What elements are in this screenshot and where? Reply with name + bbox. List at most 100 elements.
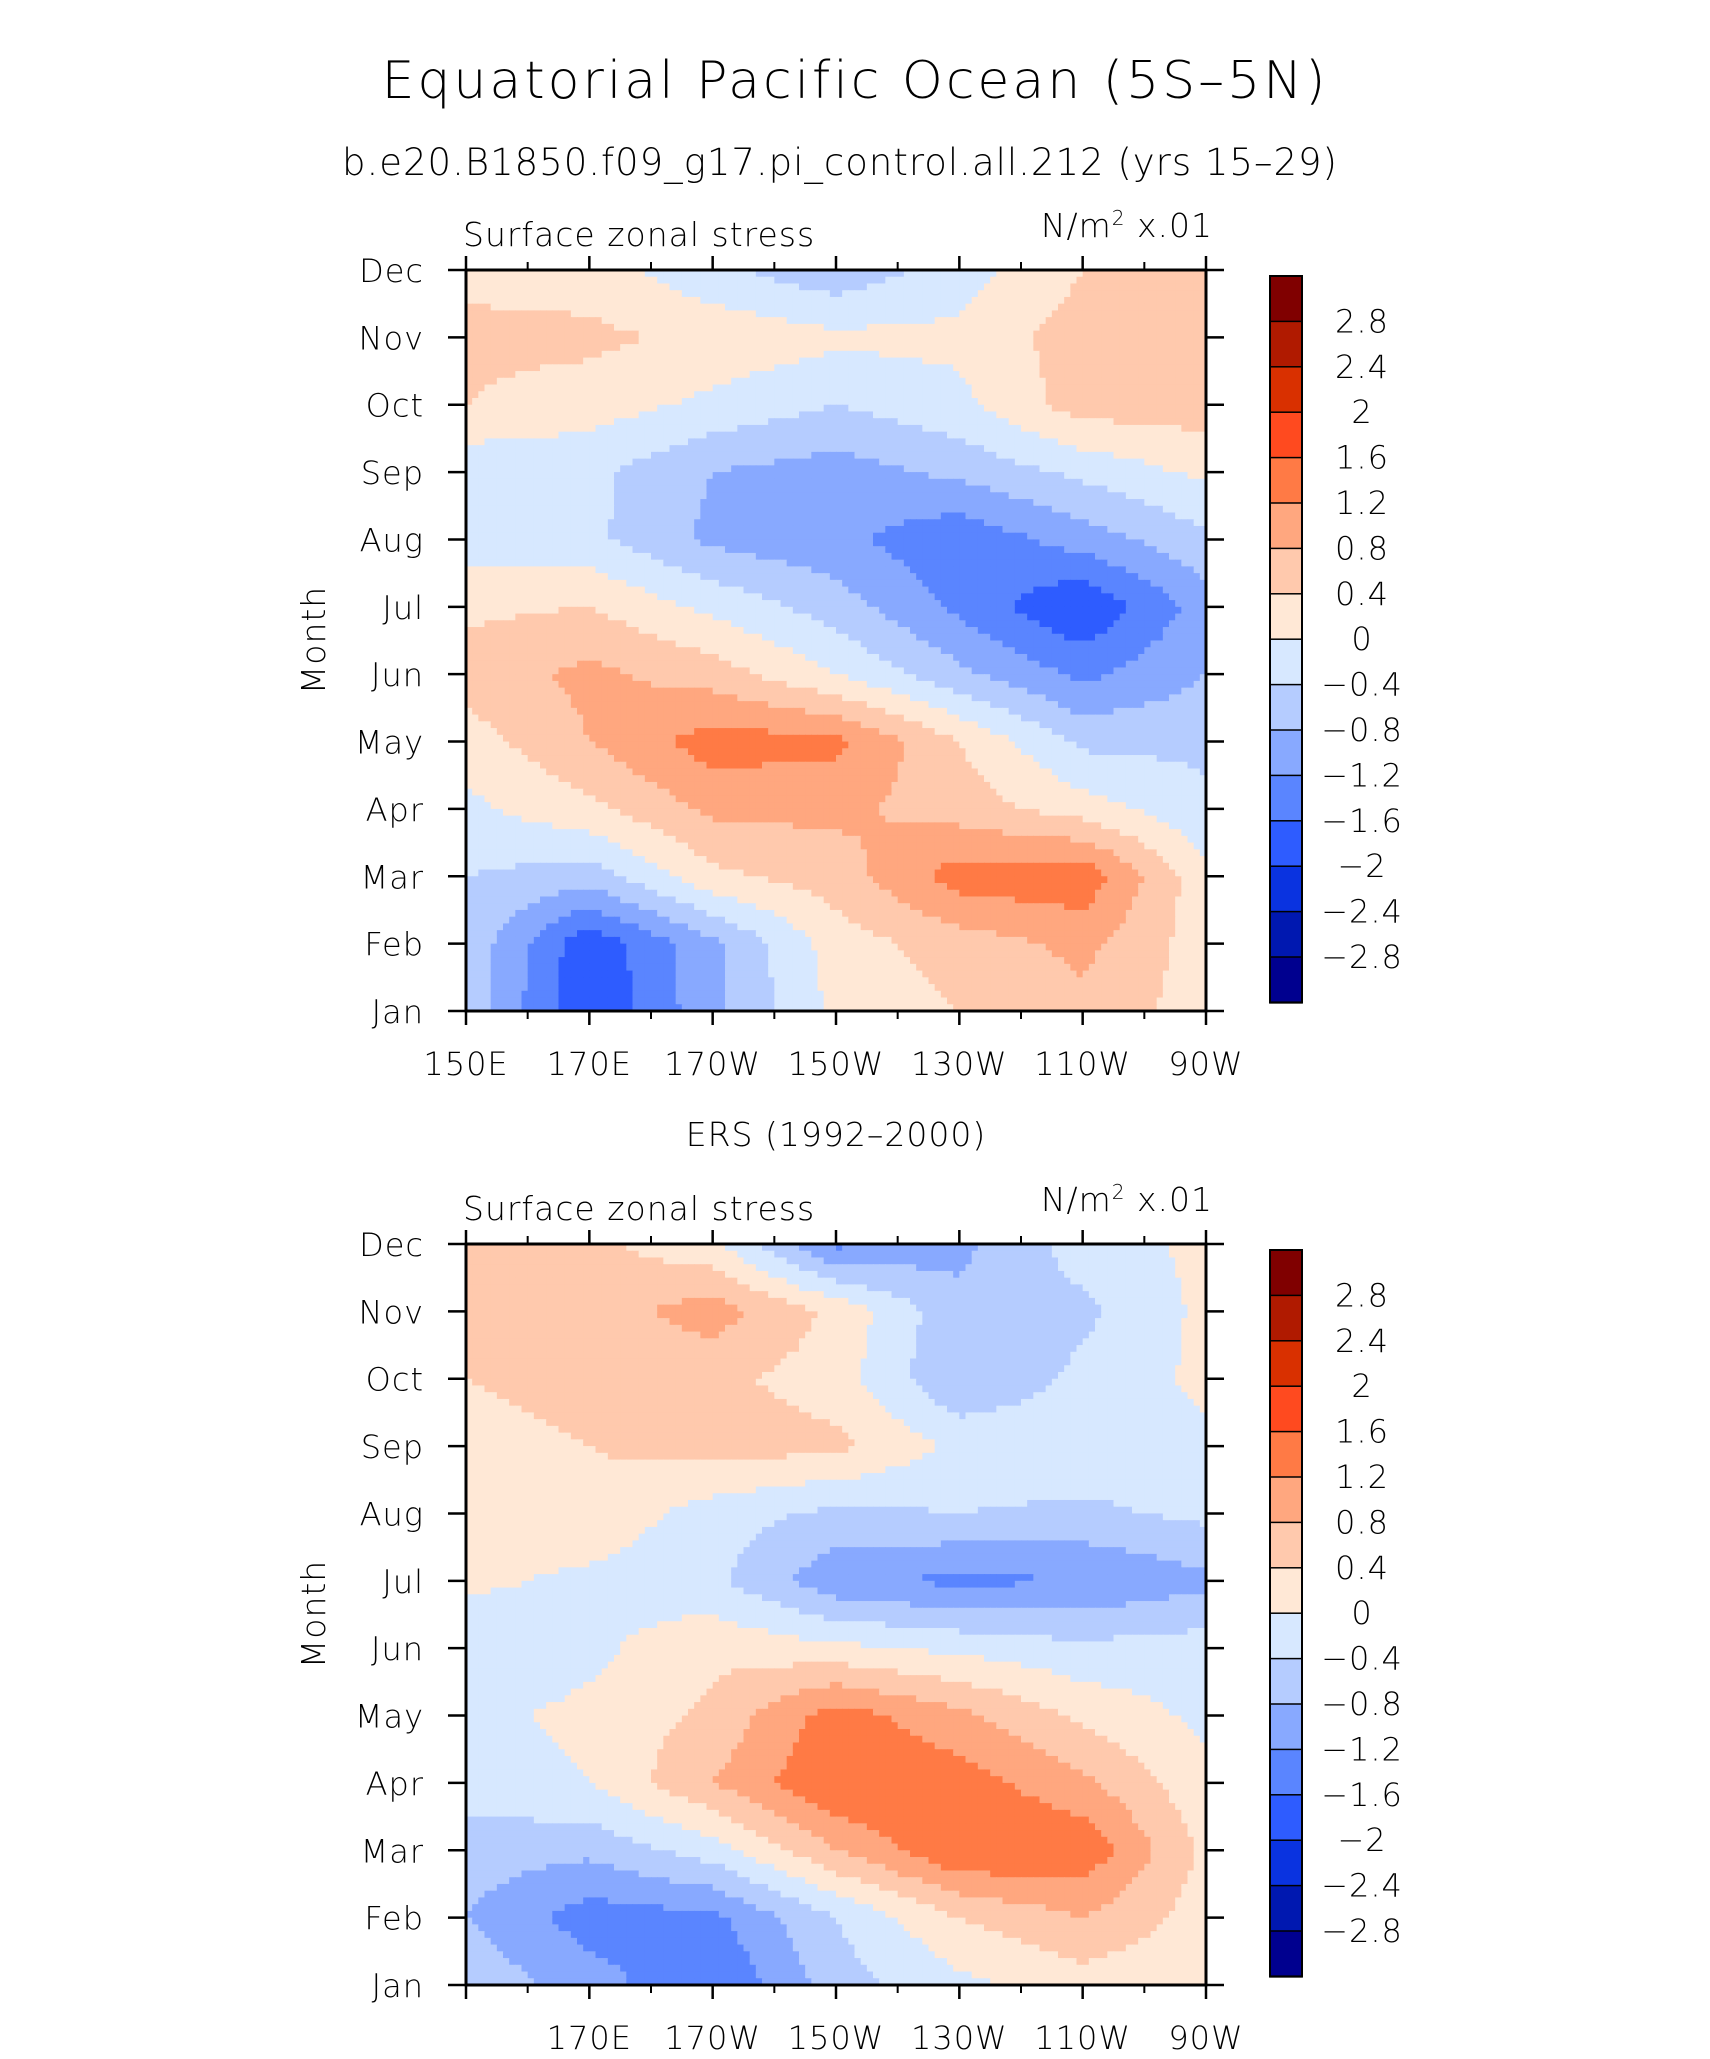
contour-cell (762, 438, 769, 446)
contour-cell (681, 377, 689, 386)
contour-cell (910, 350, 917, 359)
contour-cell (817, 505, 825, 514)
contour-cell (552, 283, 560, 291)
contour-cell (1002, 337, 1010, 345)
contour-cell (1076, 445, 1084, 453)
contour-cell (503, 270, 510, 278)
contour-cell (595, 458, 603, 466)
contour-cell (866, 364, 874, 372)
contour-cell (700, 296, 708, 305)
contour-cell (651, 472, 658, 480)
contour-cell (1008, 270, 1016, 278)
contour-cell (805, 485, 812, 493)
contour-cell (632, 418, 640, 426)
contour-cell (1193, 310, 1201, 318)
contour-cell (854, 451, 862, 460)
contour-cell (694, 276, 701, 285)
contour-cell (1033, 310, 1041, 318)
contour-cell (737, 397, 745, 406)
contour-cell (842, 290, 849, 298)
contour-cell (823, 364, 831, 372)
contour-cell (940, 411, 948, 419)
contour-cell (996, 418, 1004, 426)
contour-cell (466, 431, 473, 440)
contour-cell (577, 391, 584, 399)
contour-cell (490, 532, 498, 541)
contour-cell (1138, 317, 1145, 325)
contour-cell (484, 505, 492, 514)
contour-cell (1107, 377, 1115, 386)
contour-cell (694, 539, 701, 547)
contour-cell (836, 384, 843, 392)
contour-cell (595, 492, 603, 500)
contour-cell (1181, 303, 1189, 312)
contour-cell (1101, 505, 1108, 514)
contour-cell (965, 344, 973, 352)
contour-cell (947, 384, 954, 392)
contour-cell (873, 350, 880, 359)
contour-cell (1101, 478, 1108, 487)
contour-cell (570, 411, 578, 419)
contour-cell (675, 532, 683, 541)
contour-cell (681, 364, 689, 372)
contour-cell (509, 276, 516, 285)
contour-cell (1027, 371, 1034, 379)
contour-cell (644, 472, 652, 480)
contour-cell (1193, 492, 1201, 500)
contour-cell (1107, 330, 1115, 338)
contour-cell (1039, 424, 1047, 433)
contour-cell (873, 485, 880, 493)
contour-cell (509, 431, 516, 440)
contour-cell (663, 303, 671, 312)
contour-cell (1125, 465, 1133, 473)
contour-cell (688, 397, 695, 406)
contour-cell (1125, 431, 1133, 440)
contour-cell (823, 418, 831, 426)
contour-cell (570, 485, 578, 493)
contour-cell (1119, 377, 1127, 386)
contour-cell (731, 323, 738, 332)
contour-cell (866, 404, 874, 413)
contour-cell (953, 458, 960, 466)
contour-cell (626, 431, 634, 440)
contour-cell (681, 525, 689, 534)
contour-cell (1169, 404, 1176, 413)
contour-cell (583, 317, 590, 325)
contour-cell (786, 337, 794, 345)
contour-cell (836, 492, 843, 500)
contour-cell (626, 337, 634, 345)
contour-cell (700, 505, 708, 514)
contour-cell (496, 424, 504, 433)
contour-cell (601, 438, 609, 446)
contour-cell (632, 344, 640, 352)
contour-cell (601, 525, 609, 534)
contour-cell (1027, 276, 1034, 285)
contour-cell (1175, 418, 1182, 426)
contour-cell (626, 404, 634, 413)
contour-cell (1039, 371, 1047, 379)
contour-cell (694, 397, 701, 406)
contour-cell (743, 539, 751, 547)
contour-cell (1169, 451, 1176, 460)
contour-cell (743, 391, 751, 399)
contour-cell (780, 499, 788, 507)
contour-cell (1064, 384, 1071, 392)
contour-cell (601, 283, 609, 291)
contour-cell (879, 296, 886, 305)
contour-cell (1107, 384, 1115, 392)
contour-cell (903, 519, 911, 527)
contour-cell (490, 283, 498, 291)
contour-cell (916, 404, 923, 413)
contour-cell (1027, 525, 1034, 534)
contour-cell (620, 418, 627, 426)
contour-cell (1014, 418, 1022, 426)
contour-cell (903, 364, 911, 372)
contour-cell (959, 532, 967, 541)
contour-cell (620, 377, 627, 386)
contour-cell (644, 290, 652, 298)
contour-cell (472, 485, 479, 493)
contour-cell (527, 445, 535, 453)
contour-cell (953, 451, 960, 460)
contour-cell (540, 270, 547, 278)
contour-cell (694, 512, 701, 520)
